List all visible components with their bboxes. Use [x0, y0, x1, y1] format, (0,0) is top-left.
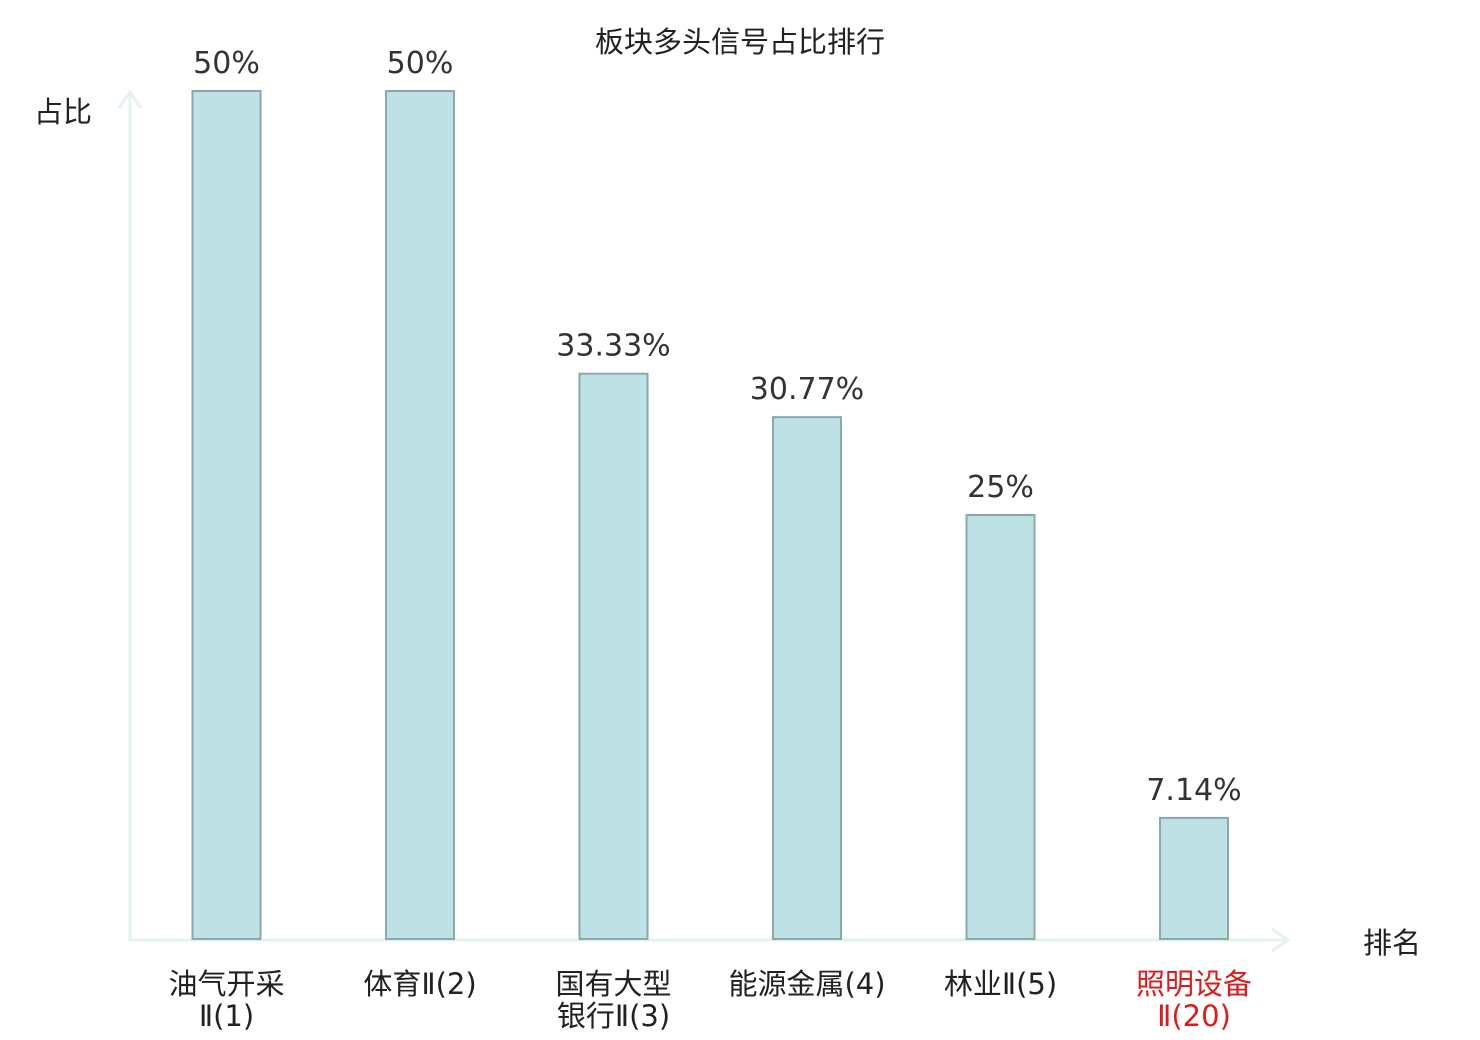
- category-label-5: 林业Ⅱ(5): [944, 967, 1057, 1001]
- value-label-5: 25%: [967, 470, 1034, 505]
- category-label-line2: Ⅱ(20): [1157, 999, 1231, 1033]
- category-label-line1: 照明设备: [1136, 967, 1252, 1001]
- bar-5: [965, 514, 1036, 940]
- bar-6: [1159, 816, 1229, 940]
- chart-title: 板块多头信号占比排行: [595, 25, 885, 59]
- y-axis-label: 占比: [34, 95, 92, 129]
- value-label-4: 30.77%: [750, 372, 864, 407]
- category-label-2: 体育Ⅱ(2): [363, 967, 476, 1001]
- category-label-line1: 能源金属(4): [728, 967, 885, 1001]
- value-label-6: 7.14%: [1146, 773, 1241, 808]
- category-label-line1: 油气开采: [168, 967, 284, 1001]
- category-label-4: 能源金属(4): [728, 967, 885, 1001]
- bar-1: [191, 90, 262, 940]
- x-axis-label: 排名: [1363, 926, 1421, 960]
- category-label-line2: 银行Ⅱ(3): [557, 999, 670, 1033]
- x-axis: [130, 927, 1291, 953]
- bars-group: [191, 90, 1229, 940]
- value-label-1: 50%: [193, 46, 260, 81]
- value-label-3: 33.33%: [556, 329, 670, 364]
- category-label-line1: 国有大型: [555, 967, 671, 1001]
- value-labels-group: 50% 50% 33.33% 30.77% 25% 7.14%: [193, 46, 1242, 808]
- bar-3: [578, 372, 649, 940]
- category-label-line2: Ⅱ(1): [199, 999, 254, 1033]
- category-label-line1: 林业Ⅱ(5): [944, 967, 1057, 1001]
- value-label-2: 50%: [387, 46, 454, 81]
- y-axis: [117, 89, 143, 941]
- bar-2: [385, 90, 455, 940]
- category-label-line1: 体育Ⅱ(2): [363, 967, 476, 1001]
- bar-4: [772, 416, 842, 940]
